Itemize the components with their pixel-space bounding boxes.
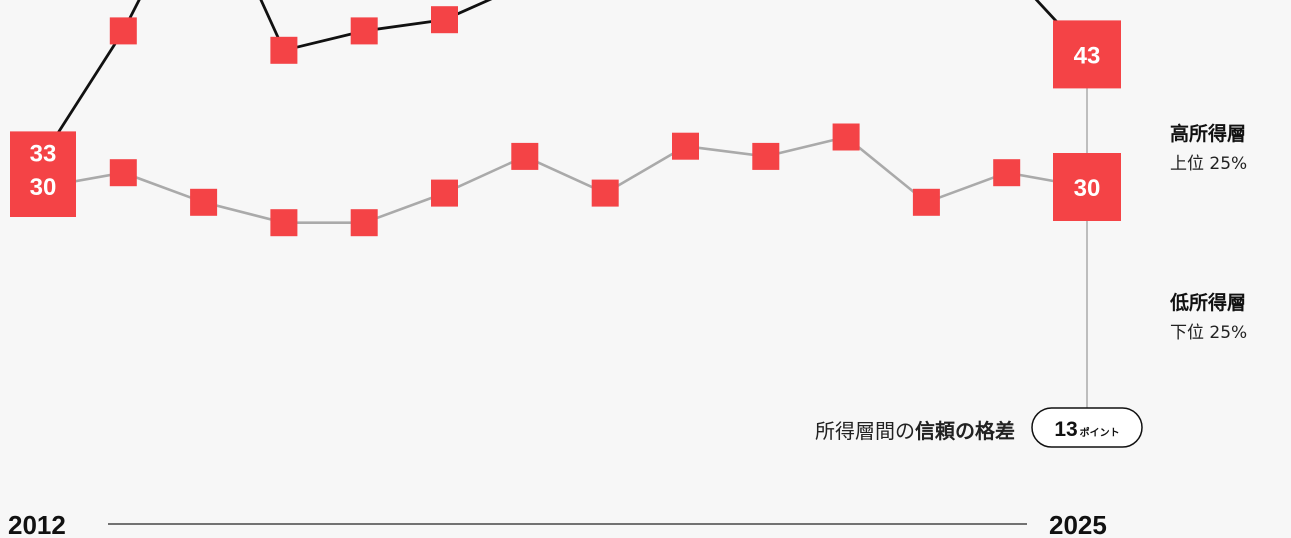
data-point-s1-8: [672, 132, 699, 160]
start-badge-value-1: 30: [30, 174, 57, 201]
data-point-s0-3: [270, 36, 298, 64]
series-sublabel-high: 上位 25%: [1170, 154, 1247, 174]
data-point-s0-4: [350, 17, 378, 45]
end-badge-0: [1053, 20, 1121, 89]
data-point-s1-6: [511, 142, 539, 170]
x-start-label: 2012: [8, 510, 66, 538]
data-point-s1-4: [350, 209, 378, 237]
gap-unit: ポイント: [1080, 426, 1120, 439]
gap-pill-text: 13 ポイント: [1054, 418, 1119, 441]
series-line-0: [41, 0, 1089, 158]
data-point-s1-9: [752, 142, 780, 170]
end-badge-value-1: 30: [1074, 175, 1101, 202]
data-point-s1-12: [993, 159, 1021, 187]
data-point-s1-3: [270, 209, 298, 237]
gap-label-bold: 信頼の格差: [915, 419, 1015, 443]
start-badge-value-0: 33: [30, 140, 57, 167]
data-point-s1-2: [190, 188, 218, 216]
data-point-s1-7: [591, 179, 619, 207]
end-badge-1: [1053, 153, 1121, 221]
x-end-label: 2025: [1049, 510, 1107, 538]
end-badge-value-0: 43: [1074, 42, 1101, 69]
gap-value: 13: [1054, 418, 1077, 441]
series-markers: [109, 6, 1021, 237]
gap-label: 所得層間の信頼の格差: [815, 419, 1015, 443]
start-badge: [10, 131, 76, 217]
gap-pill: [1031, 407, 1143, 448]
gap-label-prefix: 所得層間の: [815, 419, 915, 443]
data-point-s1-11: [912, 188, 940, 216]
data-point-s0-1: [109, 17, 137, 45]
data-point-s1-10: [832, 123, 860, 151]
data-point-s1-1: [109, 159, 137, 187]
data-point-s0-5: [431, 6, 458, 34]
series-sublabel-low: 下位 25%: [1170, 323, 1247, 343]
value-badges: 33 30 43 30: [10, 20, 1121, 221]
series-label-low: 低所得層: [1169, 291, 1246, 314]
data-point-s1-5: [431, 179, 458, 207]
series-label-high: 高所得層: [1170, 122, 1246, 145]
